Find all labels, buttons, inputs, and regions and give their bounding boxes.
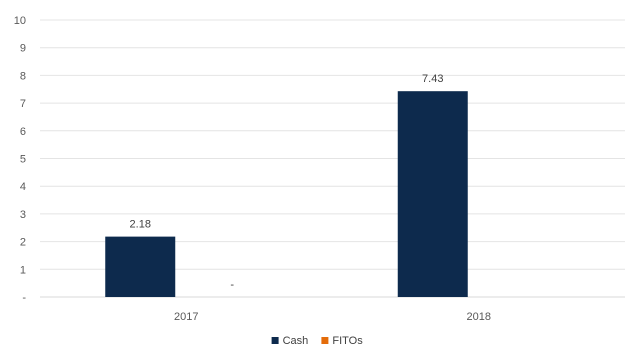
y-tick-label: 10: [14, 15, 26, 27]
data-label-cash-2018: 7.43: [422, 73, 443, 85]
legend-label-cash: Cash: [283, 335, 309, 347]
y-tick-label: 4: [20, 181, 26, 193]
data-label-fitos-2017: -: [230, 279, 234, 291]
legend: Cash FITOs: [271, 335, 363, 347]
bar-cash-2018: [397, 91, 468, 298]
y-tick-label: 9: [20, 43, 26, 55]
y-tick-label: -: [22, 292, 26, 304]
x-category-label: 2018: [467, 311, 491, 323]
data-label-cash-2017: 2.18: [130, 219, 151, 231]
x-axis-categories: 2017 2018: [174, 311, 491, 323]
y-tick-label: 7: [20, 98, 26, 110]
legend-swatch-cash: [271, 337, 279, 344]
y-tick-label: 8: [20, 70, 26, 82]
legend-swatch-fitos: [321, 337, 329, 344]
y-tick-label: 3: [20, 209, 26, 221]
y-tick-label: 1: [20, 264, 26, 276]
bar-cash-2017: [105, 236, 176, 297]
data-labels: 2.18 - 7.43: [130, 73, 444, 291]
y-tick-label: 6: [20, 126, 26, 138]
legend-label-fitos: FITOs: [332, 335, 363, 347]
y-tick-label: 2: [20, 237, 26, 249]
y-tick-label: 5: [20, 154, 26, 166]
y-axis-ticks: - 1 2 3 4 5 6 7 8 9 10: [14, 15, 27, 304]
bars: [105, 91, 468, 298]
x-category-label: 2017: [174, 311, 198, 323]
